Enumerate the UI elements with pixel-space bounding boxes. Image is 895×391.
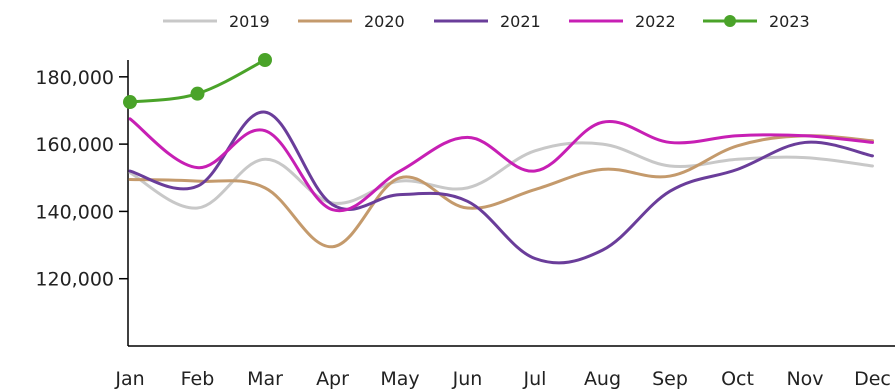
legend-item-2019: 2019 [163, 12, 270, 31]
legend-item-2021: 2021 [434, 12, 541, 31]
series-line-2021 [128, 110, 874, 265]
legend-label: 2023 [769, 12, 810, 31]
x-tick-label: Jan [114, 368, 144, 390]
plot-area [123, 53, 874, 265]
series-line-2020 [128, 134, 874, 249]
x-tick-label: May [380, 368, 419, 390]
data-point-2023 [190, 86, 205, 101]
legend-marker [724, 15, 736, 27]
x-tick-label: Feb [181, 368, 215, 390]
x-tick-label: Nov [786, 368, 823, 390]
y-tick-label: 180,000 [35, 67, 114, 89]
data-point-2023 [258, 53, 272, 67]
x-tick-label: Jun [452, 368, 483, 390]
series-2019 [128, 141, 874, 210]
x-tick-label: Dec [854, 368, 891, 390]
legend: 2019 2020 2021 2022 2023 [163, 12, 810, 31]
series-2023 [123, 53, 272, 110]
x-tick-label: Mar [247, 368, 283, 390]
series-2020 [128, 134, 874, 249]
legend-item-2022: 2022 [569, 12, 676, 31]
series-line-2019 [128, 141, 874, 210]
series-2021 [128, 110, 874, 265]
legend-item-2020: 2020 [298, 12, 405, 31]
series-line-2022 [128, 117, 874, 213]
x-tick-label: Oct [721, 368, 754, 390]
y-axis: 120,000 140,000 160,000 180,000 [35, 60, 129, 346]
legend-label: 2020 [364, 12, 405, 31]
legend-label: 2021 [500, 12, 541, 31]
y-tick-label: 120,000 [35, 269, 114, 291]
x-axis: Jan Feb Mar Apr May Jun Jul Aug Sep Oct Nov Dec [114, 345, 895, 390]
legend-label: 2022 [635, 12, 676, 31]
x-tick-label: Jul [523, 368, 547, 390]
series-2022 [128, 117, 874, 213]
x-tick-label: Aug [584, 368, 621, 390]
y-tick-label: 160,000 [35, 134, 114, 156]
data-point-2023 [123, 95, 137, 110]
x-tick-label: Apr [316, 368, 349, 390]
legend-item-2023: 2023 [703, 12, 810, 31]
y-tick-label: 140,000 [35, 201, 114, 223]
legend-label: 2019 [229, 12, 270, 31]
x-tick-label: Sep [652, 368, 688, 390]
